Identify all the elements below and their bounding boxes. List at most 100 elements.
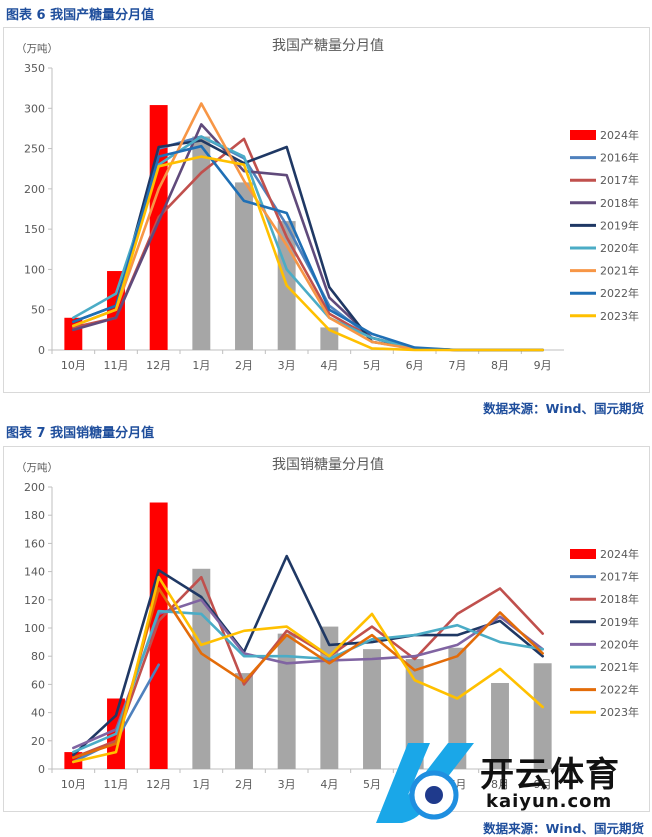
y-tick-label: 300: [24, 102, 45, 115]
legend-label: 2016年: [600, 151, 639, 165]
y-tick-label: 60: [31, 678, 45, 691]
series-line: [72, 155, 544, 352]
x-tick-label: 3月: [278, 359, 296, 372]
series-line: [72, 575, 544, 764]
y-tick-label: 50: [31, 304, 45, 317]
legend-label: 2024年: [600, 547, 639, 561]
y-tick-label: 200: [24, 481, 45, 494]
y-tick-label: 20: [31, 735, 45, 748]
bar: [491, 682, 509, 769]
x-tick-label: 5月: [363, 778, 381, 791]
series-line: [72, 575, 544, 759]
bar: [277, 633, 296, 769]
legend-label: 2023年: [600, 705, 639, 719]
y-tick-label: 0: [38, 344, 45, 357]
x-tick-label: 8月: [491, 359, 509, 372]
bar: [192, 136, 211, 350]
legend-label: 2018年: [600, 196, 639, 210]
series-line: [72, 135, 544, 352]
y-tick-label: 200: [24, 183, 45, 196]
x-tick-label: 7月: [448, 359, 466, 372]
legend-label: 2021年: [600, 660, 639, 674]
watermark: 开云体育 kaiyun.com: [368, 735, 648, 831]
production-chart-frame: 我国产糖量分月值 （万吨） 0 50 100 150 200 250 300 350 10月 11月 1…: [3, 27, 650, 393]
figure-7-source: 数据来源：Wind、国元期货: [483, 821, 644, 836]
x-tick-label: 11月: [104, 359, 129, 372]
x-tick-label: 5月: [363, 359, 381, 372]
y-tick-label: 40: [31, 707, 45, 720]
x-tick-label: 10月: [61, 359, 86, 372]
x-tick-label: 4月: [320, 778, 338, 791]
bar: [149, 502, 168, 769]
legend-label: 2020年: [600, 637, 639, 651]
production-chart: 我国产糖量分月值 （万吨） 0 50 100 150 200 250 300 350 10月 11月 1…: [16, 38, 639, 372]
legend-label: 2017年: [600, 173, 639, 187]
legend-label: 2019年: [600, 615, 639, 629]
figure-6-heading: 图表 6 我国产糖量分月值: [6, 8, 155, 23]
legend-label: 2018年: [600, 592, 639, 606]
x-tick-label: 12月: [146, 359, 171, 372]
y-tick-label: 160: [24, 537, 45, 550]
x-tick-label: 9月: [534, 359, 552, 372]
figure-7-heading: 图表 7 我国销糖量分月值: [6, 426, 155, 441]
x-tick-label: 2月: [235, 778, 253, 791]
legend-label: 2020年: [600, 241, 639, 255]
series-line: [72, 554, 544, 757]
bar: [149, 105, 168, 350]
x-tick-label: 9月: [534, 778, 552, 791]
x-tick-label: 4月: [320, 359, 338, 372]
x-tick-label: 1月: [192, 359, 210, 372]
unit-label: （万吨）: [16, 461, 58, 474]
y-tick-label: 140: [24, 566, 45, 579]
y-tick-label: 180: [24, 509, 45, 522]
bar: [363, 649, 381, 769]
bar: [448, 647, 467, 769]
watermark-url: kaiyun.com: [486, 791, 613, 812]
y-tick-label: 0: [38, 763, 45, 776]
x-tick-label: 1月: [192, 778, 210, 791]
x-tick-label: 11月: [104, 778, 129, 791]
y-tick-label: 100: [24, 622, 45, 635]
legend-label: 2023年: [600, 309, 639, 323]
series-line: [72, 123, 544, 352]
bar: [235, 673, 253, 769]
legend-label: 2017年: [600, 570, 639, 584]
y-tick-label: 150: [24, 223, 45, 236]
series-line: [72, 144, 544, 352]
series-line: [72, 135, 544, 352]
legend-label: 2024年: [600, 128, 639, 142]
legend-label: 2019年: [600, 218, 639, 232]
series-line: [72, 137, 544, 352]
bar: [320, 626, 339, 769]
bar: [533, 663, 552, 769]
x-tick-label: 3月: [278, 778, 296, 791]
series-line: [72, 587, 544, 759]
figure-6-source: 数据来源：Wind、国元期货: [483, 401, 644, 416]
x-tick-label: 2月: [235, 359, 253, 372]
chart-title: 我国产糖量分月值: [272, 38, 384, 54]
y-tick-label: 80: [31, 650, 45, 663]
x-tick-label: 10月: [61, 778, 86, 791]
legend-swatch: [570, 549, 596, 559]
x-tick-label: 6月: [406, 359, 424, 372]
x-tick-label: 12月: [146, 778, 171, 791]
legend-label: 2022年: [600, 683, 639, 697]
legend-swatch: [570, 130, 596, 140]
y-tick-label: 120: [24, 594, 45, 607]
sales-chart-frame: 我国销糖量分月值 （万吨） 0 20 40 60 80 100 120 140 160 180 200 1…: [3, 446, 650, 812]
series-line: [72, 102, 544, 352]
watermark-logo-icon: [376, 743, 474, 823]
y-tick-label: 100: [24, 263, 45, 276]
x-tick-label: 8月: [491, 778, 509, 791]
watermark-text: 开云体育: [480, 755, 620, 795]
y-tick-label: 350: [24, 62, 45, 75]
series-line: [72, 609, 544, 754]
bar: [405, 659, 424, 769]
bar: [235, 182, 253, 350]
series-line: [72, 139, 544, 352]
unit-label: （万吨）: [16, 42, 58, 55]
sales-chart: 我国销糖量分月值 （万吨） 0 20 40 60 80 100 120 140 160 180 200 1…: [16, 457, 639, 791]
legend-label: 2021年: [600, 264, 639, 278]
chart-title: 我国销糖量分月值: [272, 457, 384, 473]
legend-label: 2022年: [600, 286, 639, 300]
